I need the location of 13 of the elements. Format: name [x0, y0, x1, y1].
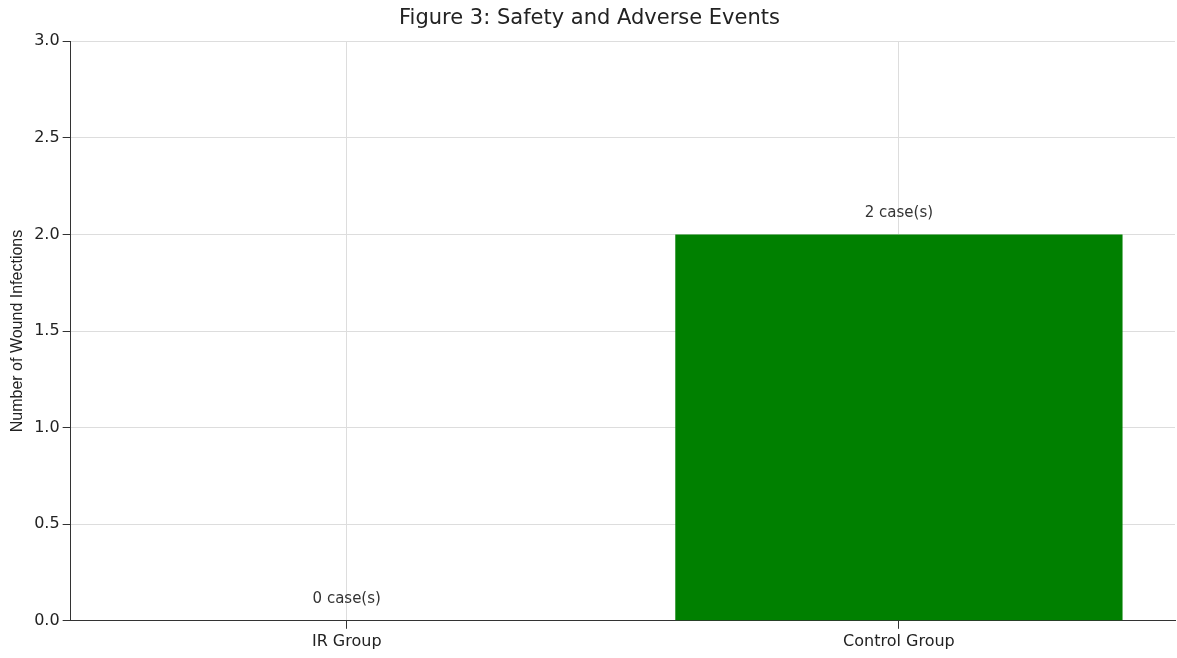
data-label: 2 case(s) [864, 202, 934, 221]
y-tick-label: 0.5 [34, 513, 60, 533]
x-tick-label: Control Group [843, 630, 955, 650]
chart-title: Figure 3: Safety and Adverse Events [399, 5, 780, 30]
y-axis-title: Number of Wound Infections [8, 229, 26, 433]
data-label: 0 case(s) [312, 589, 381, 608]
y-tick-label: 1.5 [34, 320, 60, 340]
y-tick-label: 2.5 [34, 126, 60, 146]
y-tick-label: 0.0 [34, 609, 60, 629]
y-tick-label: 1.0 [34, 416, 60, 436]
y-tick-label: 3.0 [34, 30, 60, 50]
x-tick-label: IR Group [311, 630, 382, 650]
y-tick-label: 2.0 [34, 223, 60, 243]
